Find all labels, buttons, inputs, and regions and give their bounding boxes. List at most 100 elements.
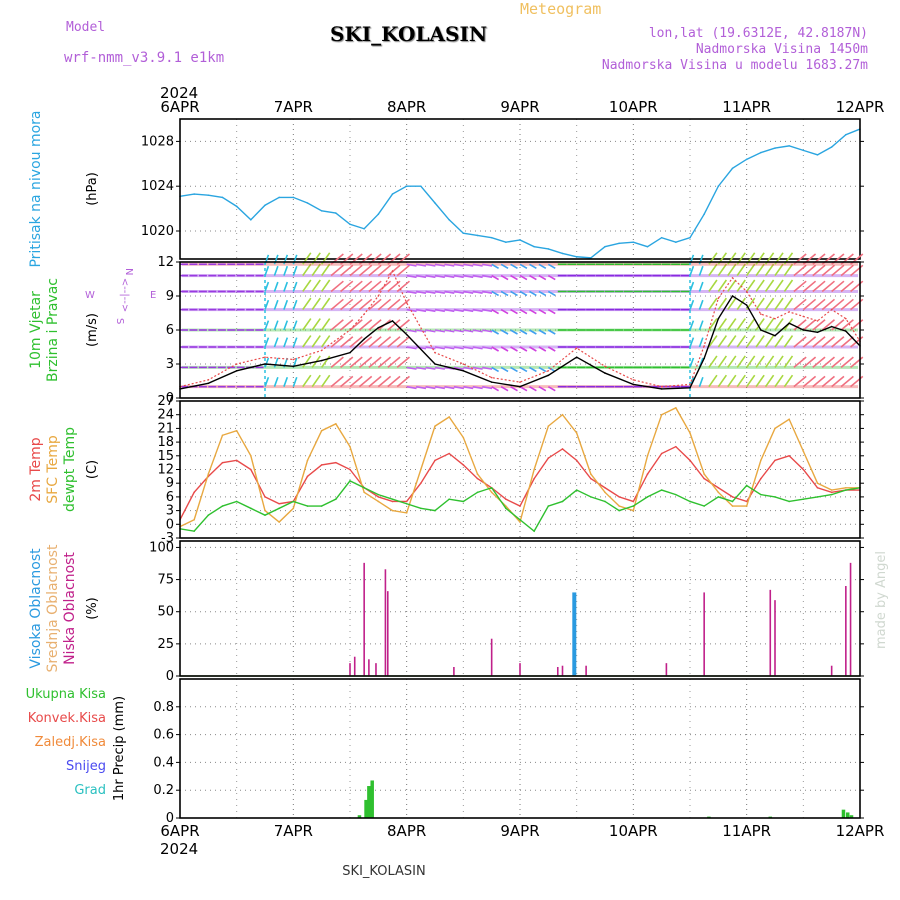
y-tick-label: 24 [157,408,174,423]
wind-barb [774,318,784,331]
wind-barb [264,281,270,292]
panel-frame [179,678,861,819]
wind-barb [746,335,756,348]
wind-barb [802,298,817,311]
data-point-dewpoint [320,505,323,507]
data-point-wind_gust [830,308,833,311]
panel-frame [179,118,861,260]
data-point-sfc_temp [221,434,224,437]
data-point-temp2m [575,459,578,462]
data-point-dewpoint [349,480,351,482]
data-point-temp2m [675,445,677,448]
precip-legend-label: Snijeg [66,759,106,774]
side-legend-label: 10m Vjetar [28,291,44,369]
y-axis-unit-label: (hPa) [85,172,100,206]
bar-cloud_low [490,638,493,676]
wind-barb [510,274,518,281]
wind-barb [396,298,410,311]
wind-barb [510,329,518,335]
data-point-temp2m [632,500,635,503]
wind-barb [463,329,474,333]
data-point-sfc_temp [519,521,521,523]
wind-barb [783,374,794,388]
wind-barb [387,356,401,369]
wind-legend-w: W [85,290,95,301]
data-point-pressure [476,234,479,237]
data-point-wind_speed [462,370,465,372]
data-point-pressure [774,147,776,149]
wind-barb [321,279,331,292]
data-point-sfc_temp [207,473,210,475]
credit-watermark: made by Angel [874,551,889,649]
y-tick-label: 100 [149,540,174,555]
wind-barb [273,357,279,368]
wind-barb [736,374,746,388]
wind-barb [764,318,775,331]
wind-barb [434,263,445,267]
wind-barb [538,329,547,335]
wind-barb [491,274,499,281]
wind-barb [444,274,455,279]
wind-barb [831,336,845,348]
data-point-pressure [250,219,252,221]
data-point-sfc_temp [788,418,790,421]
wind-barb [321,335,331,348]
wind-barb [840,298,854,311]
wind-barb [736,335,746,348]
data-point-pressure [391,193,394,195]
wind-barb [717,279,728,292]
data-point-temp2m [278,502,280,505]
wind-barb [812,356,826,369]
wind-barb [444,385,455,390]
data-point-wind_speed [703,357,705,360]
wind-barb [434,366,445,370]
data-point-sfc_temp [235,429,238,432]
data-point-pressure [745,158,748,161]
data-point-temp2m [802,468,805,471]
wind-barb [340,298,354,311]
wind-barb [340,280,354,293]
bar-precip_total [849,815,854,818]
data-point-dewpoint [760,493,762,496]
wind-barb [358,375,373,388]
x-axis-top-label: 10APR [609,98,658,116]
wind-barb [425,366,436,370]
wind-barb [292,299,298,310]
data-point-temp2m [703,477,705,480]
data-point-sfc_temp [632,509,635,512]
wind-barb [283,265,289,276]
wind-barb [717,335,728,348]
y-axis-unit-label: (m/s) [85,313,100,347]
data-point-dewpoint [604,500,606,503]
wind-barb [358,264,373,277]
wind-barb [482,346,493,350]
wind-barb [330,356,344,369]
data-point-wind_speed [788,322,790,325]
data-point-wind_gust [774,317,776,320]
bar-cloud_low [849,562,852,676]
wind-barb [547,329,556,335]
data-point-wind_speed [391,320,394,322]
data-point-pressure [335,212,337,214]
wind-barb [396,356,410,369]
data-point-dewpoint [689,500,691,503]
wind-barb [821,280,835,293]
y-tick-label: 0.4 [153,755,174,770]
wind-barb [491,290,499,297]
wind-legend-n: N [123,268,134,275]
data-point-temp2m [306,475,309,478]
x-axis-top-year: 2024 [160,84,198,102]
data-point-sfc_temp [604,491,606,494]
wind-barb [377,280,392,293]
wind-barb [368,375,382,388]
wind-barb [283,337,289,348]
data-point-temp2m [717,486,720,489]
wind-barb [774,355,784,368]
data-point-dewpoint [788,500,790,503]
wind-barb [273,299,279,310]
data-point-wind_gust [760,313,762,315]
data-point-sfc_temp [292,507,295,510]
data-point-sfc_temp [505,505,507,507]
data-point-pressure [788,145,790,147]
